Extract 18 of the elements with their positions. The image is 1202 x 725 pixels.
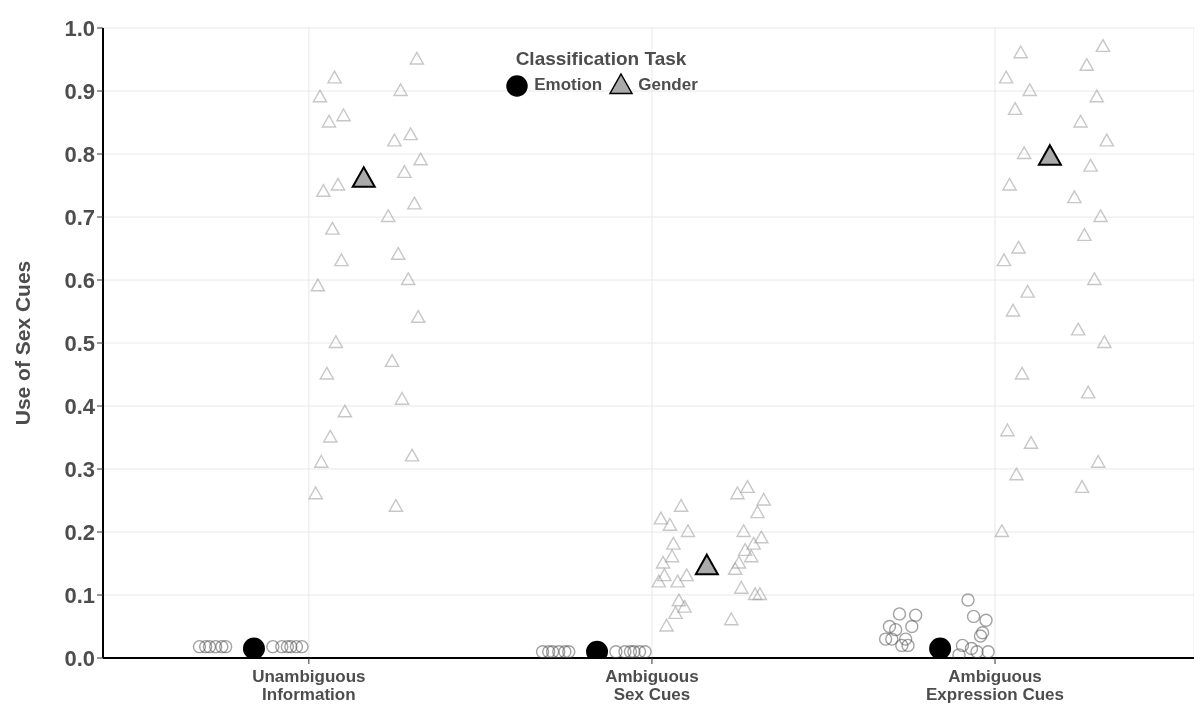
legend-label: Emotion bbox=[533, 74, 603, 96]
y-tick-label: 0.6 bbox=[64, 267, 95, 293]
y-axis-title: Use of Sex Cues bbox=[11, 260, 35, 426]
y-tick-label: 0.4 bbox=[64, 393, 96, 419]
y-tick-label: 0.0 bbox=[64, 645, 95, 671]
legend-label: Gender bbox=[637, 74, 698, 96]
y-tick-label: 0.3 bbox=[64, 456, 95, 482]
y-tick-label: 0.9 bbox=[64, 78, 95, 104]
legend-title: Classification Task bbox=[514, 48, 688, 70]
y-tick-label: 0.1 bbox=[64, 582, 95, 608]
y-tick-label: 1.0 bbox=[64, 15, 95, 41]
x-tick-label: Unambiguous Information bbox=[252, 667, 366, 704]
y-tick-label: 0.2 bbox=[64, 519, 95, 545]
y-tick-label: 0.8 bbox=[64, 141, 95, 167]
x-tick-label: Ambiguous Sex Cues bbox=[605, 667, 699, 704]
y-tick-label: 0.7 bbox=[64, 204, 95, 230]
x-tick-label: Ambiguous Expression Cues bbox=[926, 667, 1064, 704]
y-tick-label: 0.5 bbox=[64, 330, 95, 356]
